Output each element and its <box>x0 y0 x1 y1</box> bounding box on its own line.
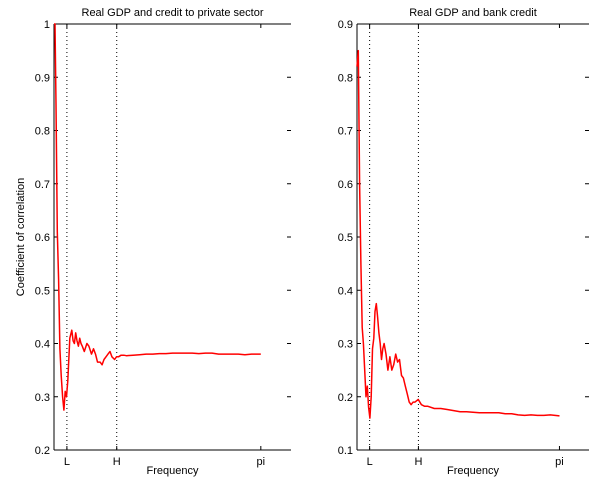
y-tick-label: 0.4 <box>35 339 50 351</box>
y-tick-label: 0.6 <box>35 232 50 244</box>
y-tick-label: 0.3 <box>338 339 353 351</box>
x-tick-label: L <box>64 456 70 468</box>
y-tick-label: 0.5 <box>35 285 50 297</box>
x-axis-label: Frequency <box>447 465 499 477</box>
y-tick-label: 0.8 <box>338 72 353 84</box>
y-tick-label: 0.2 <box>35 445 50 457</box>
series-line <box>54 24 261 410</box>
series-line <box>357 51 560 419</box>
x-tick-label: H <box>113 456 121 468</box>
y-tick-label: 0.9 <box>35 72 50 84</box>
y-tick-label: 0.1 <box>338 445 353 457</box>
chart-title: Real GDP and credit to private sector <box>82 7 264 19</box>
x-tick-label: pi <box>257 456 266 468</box>
y-axis-label: Coefficient of correlation <box>15 178 27 296</box>
chart-title: Real GDP and bank credit <box>409 7 537 19</box>
x-axis-label: Frequency <box>147 465 199 477</box>
x-tick-label: pi <box>555 456 564 468</box>
y-tick-label: 0.9 <box>338 19 353 31</box>
y-tick-label: 0.7 <box>338 126 353 138</box>
y-tick-label: 0.6 <box>338 179 353 191</box>
y-tick-label: 0.3 <box>35 392 50 404</box>
y-tick-label: 0.2 <box>338 392 353 404</box>
chart-left-panel: Real GDP and credit to private sector Fr… <box>15 7 291 477</box>
x-tick-label: H <box>414 456 422 468</box>
x-tick-label: L <box>367 456 373 468</box>
y-tick-label: 0.5 <box>338 232 353 244</box>
y-tick-label: 0.8 <box>35 126 50 138</box>
y-tick-label: 1 <box>44 19 50 31</box>
chart-right-panel: Real GDP and bank credit Frequency 0.1 0.… <box>338 7 589 477</box>
y-tick-label: 0.4 <box>338 285 353 297</box>
y-tick-label: 0.7 <box>35 179 50 191</box>
